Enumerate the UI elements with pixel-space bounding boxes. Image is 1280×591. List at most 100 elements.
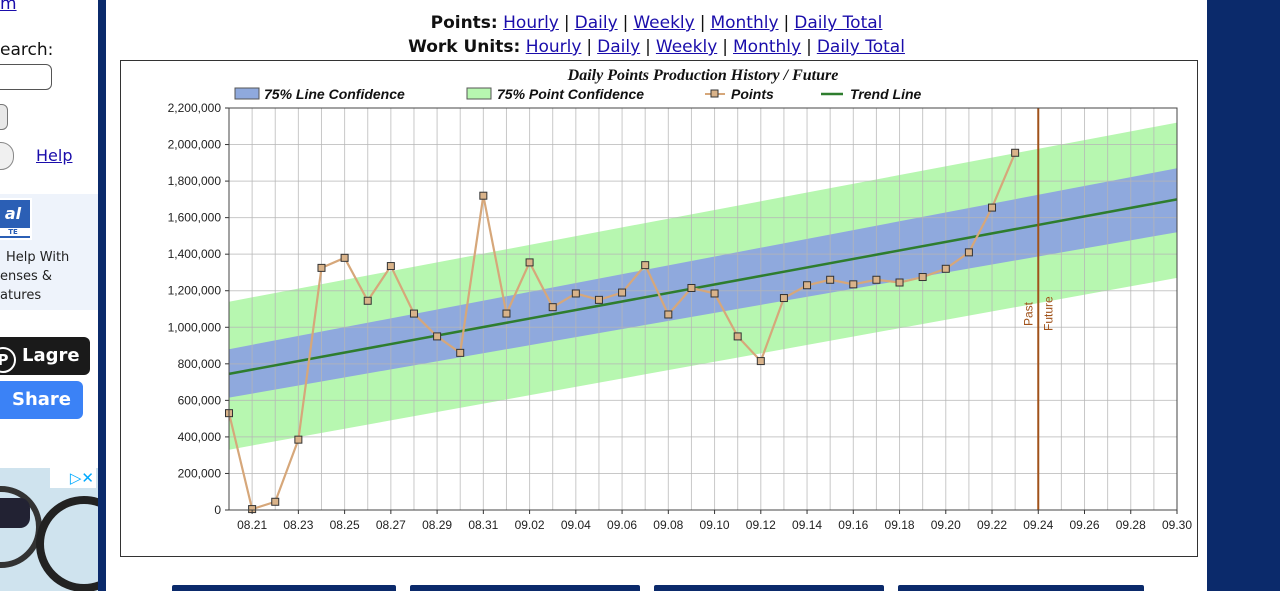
x-tick-label: 09.12: [746, 518, 776, 532]
y-tick-label: 1,400,000: [168, 247, 222, 261]
separator: |: [806, 37, 812, 57]
legend-label: Trend Line: [850, 86, 922, 102]
point-marker: [1011, 148, 1020, 157]
wu-daily-link[interactable]: Daily: [597, 37, 641, 57]
points-daily-link[interactable]: Daily: [574, 13, 618, 33]
search-input[interactable]: [0, 64, 52, 90]
right-sidebar: [1207, 0, 1280, 591]
point-marker: [964, 248, 973, 257]
separator: |: [622, 13, 629, 33]
wu-monthly-link[interactable]: Monthly: [733, 37, 802, 57]
separator: |: [722, 37, 728, 57]
x-tick-label: 08.21: [237, 518, 267, 532]
wu-daily-total-link[interactable]: Daily Total: [816, 37, 905, 57]
x-tick-label: 09.24: [1023, 518, 1053, 532]
points-chart: 2,200,000 2,000,000 1,800,000 1,600,000 1,40…: [120, 60, 1198, 557]
point-marker: [664, 310, 673, 319]
pinterest-icon: P: [0, 347, 16, 373]
point-marker: [340, 253, 349, 262]
wu-weekly-link[interactable]: Weekly: [655, 37, 718, 57]
point-marker: [872, 275, 881, 284]
points-label: Points:: [430, 13, 498, 33]
x-tick-label: 09.08: [653, 518, 683, 532]
future-label: Future: [1041, 296, 1055, 331]
sidebar-toggle-button[interactable]: [0, 142, 14, 170]
bottom-tab[interactable]: [410, 585, 640, 591]
bottom-tab[interactable]: [172, 585, 396, 591]
point-marker: [571, 289, 580, 298]
search-label: earch:: [0, 40, 54, 60]
ad-close-icon[interactable]: ▷✕: [50, 468, 96, 488]
pinterest-save-button[interactable]: P Lagre: [0, 337, 90, 375]
y-tick-label: 2,200,000: [168, 101, 222, 115]
point-marker: [317, 263, 326, 272]
ad-wheel-graphic: [36, 496, 98, 591]
ad-rider-graphic: [0, 498, 30, 528]
point-marker: [456, 348, 465, 357]
trend-line: [228, 198, 1178, 376]
advertisement[interactable]: ▷✕: [0, 468, 98, 591]
point-marker: [363, 296, 372, 305]
point-marker: [918, 273, 927, 282]
search-button[interactable]: [0, 104, 8, 130]
x-tick-label: 09.06: [607, 518, 637, 532]
promo-line: Help With: [6, 250, 70, 265]
legend-swatch-point-confidence: [466, 87, 492, 100]
x-tick-label: 09.20: [931, 518, 961, 532]
past-label: Past: [1021, 301, 1035, 326]
point-marker: [895, 278, 904, 287]
sidebar-top-link[interactable]: m: [0, 0, 17, 14]
point-marker: [687, 283, 696, 292]
x-tick-label: 08.29: [422, 518, 452, 532]
points-hourly-link[interactable]: Hourly: [503, 13, 559, 33]
workunits-nav: Work Units: Hourly | Daily | Weekly | Monthly |…: [106, 37, 1207, 57]
point-marker: [433, 332, 442, 341]
x-tick-label: 08.23: [283, 518, 313, 532]
point-marker: [641, 261, 650, 270]
x-tick-label: 09.28: [1116, 518, 1146, 532]
x-tick-label: 09.30: [1162, 518, 1192, 532]
point-marker: [479, 191, 488, 200]
point-marker: [548, 303, 557, 312]
chart-title: Daily Points Production History / Future: [567, 67, 839, 84]
main-content: Points: Hourly | Daily | Weekly | Monthly | Dail…: [106, 0, 1207, 591]
bottom-tab[interactable]: [898, 585, 1144, 591]
wu-hourly-link[interactable]: Hourly: [525, 37, 582, 57]
promo-line: atures: [0, 288, 42, 303]
point-marker: [803, 281, 812, 290]
help-link[interactable]: Help: [36, 146, 73, 165]
separator: |: [586, 37, 593, 57]
promo-text: Help With enses & atures: [0, 248, 69, 305]
points-weekly-link[interactable]: Weekly: [633, 13, 695, 33]
share-button[interactable]: Share: [0, 381, 83, 419]
x-tick-label: 09.10: [700, 518, 730, 532]
points-monthly-link[interactable]: Monthly: [710, 13, 779, 33]
bottom-tab[interactable]: [654, 585, 884, 591]
points-daily-total-link[interactable]: Daily Total: [794, 13, 883, 33]
y-tick-label: 2,000,000: [168, 138, 222, 152]
point-marker: [849, 280, 858, 289]
y-tick-label: 200,000: [178, 466, 222, 480]
y-tick-label: 1,000,000: [168, 320, 222, 334]
point-marker: [779, 294, 788, 303]
point-marker: [271, 497, 280, 506]
chart-svg: 2,200,000 2,000,000 1,800,000 1,600,000 1,40…: [168, 67, 1193, 532]
x-tick-label: 08.31: [468, 518, 498, 532]
point-marker: [294, 435, 303, 444]
x-tick-label: 09.14: [792, 518, 822, 532]
separator: |: [645, 37, 651, 57]
x-tick-label: 09.26: [1069, 518, 1099, 532]
plot-border: [228, 107, 1178, 511]
line-confidence-band: [229, 168, 1177, 398]
legend-swatch-points-marker: [710, 89, 719, 98]
left-border: [98, 0, 106, 591]
y-tick-label: 1,600,000: [168, 211, 222, 225]
point-marker: [409, 309, 418, 318]
x-tick-label: 09.02: [515, 518, 545, 532]
promo-box[interactable]: al TE Help With enses & atures: [0, 194, 98, 310]
y-tick-label: 1,800,000: [168, 174, 222, 188]
point-marker: [386, 262, 395, 271]
separator: |: [783, 13, 790, 33]
legend-label: 75% Point Confidence: [497, 86, 644, 102]
x-tick-label: 08.25: [330, 518, 360, 532]
